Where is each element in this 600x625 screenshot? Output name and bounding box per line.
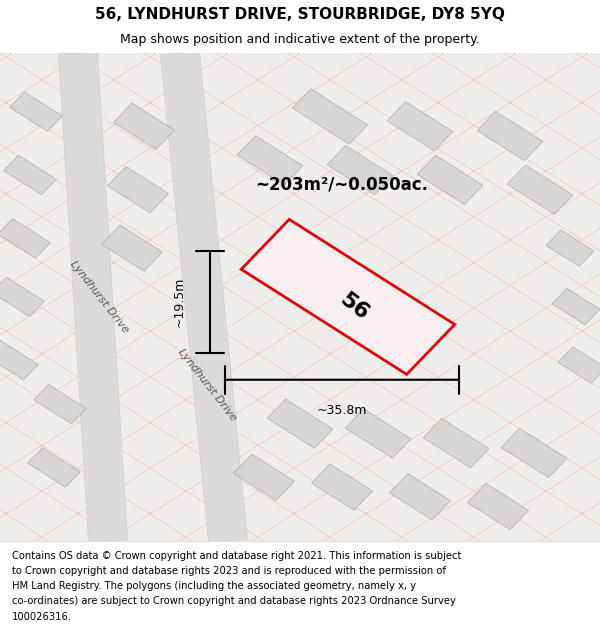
- Polygon shape: [101, 225, 163, 271]
- Text: Map shows position and indicative extent of the property.: Map shows position and indicative extent…: [120, 33, 480, 46]
- Polygon shape: [237, 136, 303, 185]
- Text: to Crown copyright and database rights 2023 and is reproduced with the permissio: to Crown copyright and database rights 2…: [12, 566, 446, 576]
- Polygon shape: [0, 341, 38, 380]
- Polygon shape: [558, 347, 600, 383]
- Polygon shape: [34, 384, 86, 424]
- Polygon shape: [161, 52, 247, 542]
- Text: 56, LYNDHURST DRIVE, STOURBRIDGE, DY8 5YQ: 56, LYNDHURST DRIVE, STOURBRIDGE, DY8 5Y…: [95, 8, 505, 22]
- Polygon shape: [345, 409, 411, 458]
- Text: Lyndhurst Drive: Lyndhurst Drive: [68, 259, 130, 335]
- Polygon shape: [10, 92, 62, 131]
- Polygon shape: [0, 277, 44, 317]
- Text: 56: 56: [335, 289, 373, 324]
- Polygon shape: [113, 103, 175, 149]
- Polygon shape: [0, 219, 50, 258]
- Text: Lyndhurst Drive: Lyndhurst Drive: [176, 347, 238, 423]
- Polygon shape: [423, 419, 489, 468]
- Polygon shape: [417, 155, 483, 204]
- Polygon shape: [4, 155, 56, 195]
- Polygon shape: [267, 399, 333, 448]
- Text: co-ordinates) are subject to Crown copyright and database rights 2023 Ordnance S: co-ordinates) are subject to Crown copyr…: [12, 596, 456, 606]
- Polygon shape: [292, 89, 368, 144]
- Polygon shape: [107, 166, 169, 212]
- Polygon shape: [507, 165, 573, 214]
- Text: ~19.5m: ~19.5m: [173, 276, 186, 327]
- Polygon shape: [59, 52, 127, 541]
- Polygon shape: [552, 288, 600, 325]
- Text: Contains OS data © Crown copyright and database right 2021. This information is : Contains OS data © Crown copyright and d…: [12, 551, 461, 561]
- Polygon shape: [311, 464, 373, 510]
- Text: ~35.8m: ~35.8m: [317, 404, 367, 417]
- Polygon shape: [501, 428, 567, 478]
- Text: ~203m²/~0.050ac.: ~203m²/~0.050ac.: [256, 176, 428, 194]
- Polygon shape: [387, 102, 453, 151]
- Polygon shape: [467, 483, 529, 529]
- Polygon shape: [327, 146, 393, 195]
- Polygon shape: [233, 454, 295, 501]
- Polygon shape: [389, 474, 451, 520]
- Text: 100026316.: 100026316.: [12, 611, 72, 621]
- Polygon shape: [241, 219, 455, 374]
- Polygon shape: [477, 111, 543, 161]
- Polygon shape: [546, 230, 594, 266]
- Text: HM Land Registry. The polygons (including the associated geometry, namely x, y: HM Land Registry. The polygons (includin…: [12, 581, 416, 591]
- Polygon shape: [28, 448, 80, 488]
